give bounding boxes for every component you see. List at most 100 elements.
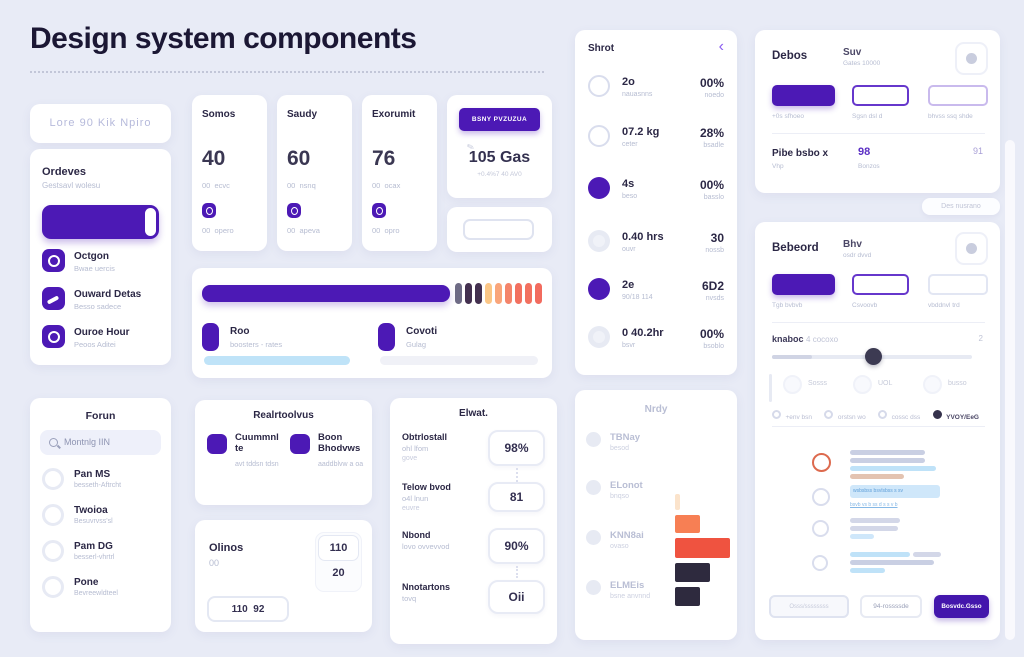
blue-bar: [204, 356, 350, 365]
chart-bar: [675, 515, 700, 533]
outline-button[interactable]: [852, 274, 909, 295]
radio-option[interactable]: cossc dss: [878, 406, 920, 423]
elwat-value-box[interactable]: 90%: [488, 528, 545, 564]
shrot-row[interactable]: 07.2 kg ceter 28% bsadle: [575, 125, 737, 165]
row-value: 6D2: [701, 279, 724, 293]
panel-subtitle-sub: osdr dvvd: [843, 252, 872, 259]
avatar-label: UOL: [878, 380, 893, 387]
lorem-text: Lore 90 Kik Npiro: [49, 117, 152, 129]
search-query: Montnlg IIN: [64, 437, 111, 447]
stat-icon: [202, 203, 216, 218]
olinos-pill[interactable]: 110 92: [207, 596, 289, 622]
row-sub2: euvre: [402, 505, 420, 512]
panel-card: Debos Suv Gates 10000 +0s sfhoeo Sgsn ds…: [755, 30, 1000, 193]
progress-card: Roo boosters - rates Covoti Gulag: [192, 268, 552, 378]
shrot-row[interactable]: 2o nauasnns 00% noedo: [575, 75, 737, 115]
ghost-button[interactable]: Osss/ssssssss: [769, 595, 849, 618]
progress-segment: [485, 283, 492, 304]
status-dot: [588, 177, 610, 199]
shrot-title: Shrot: [588, 43, 615, 54]
radio-option[interactable]: orstsn wo: [824, 406, 866, 423]
primary-button[interactable]: Bosvdc.Gsso: [934, 595, 989, 618]
elwat-value-box[interactable]: Oii: [488, 580, 545, 614]
row-sub: ovaso: [610, 543, 629, 550]
radio-icon[interactable]: [812, 488, 830, 506]
slider-track[interactable]: [772, 348, 972, 365]
item-label: Covoti: [406, 326, 438, 337]
row-sub: ouvr: [622, 246, 636, 253]
stepper-top-value[interactable]: 110: [318, 535, 359, 561]
orders-item-sub: Bwae uercis: [74, 264, 115, 273]
radio-option-selected[interactable]: YVOY/EeG: [932, 406, 979, 423]
row-sub: ceter: [622, 141, 638, 148]
slider-knob[interactable]: [865, 348, 882, 365]
outline-faint-button[interactable]: [928, 274, 988, 295]
chart-bar: [675, 587, 700, 606]
page-title: Design system components: [30, 22, 417, 55]
orders-item-sub: Besso sadece: [74, 302, 122, 311]
skeleton-line: [850, 450, 925, 455]
shrot-row[interactable]: 4s beso 00% basslo: [575, 177, 737, 217]
avatar-label: Sosss: [808, 380, 828, 387]
button-caption: Csvoovb: [852, 302, 878, 309]
shrot-row[interactable]: 0.40 hrs ouvr 30 nossb: [575, 230, 737, 270]
elwat-value-box[interactable]: 98%: [488, 430, 545, 466]
radio-option[interactable]: +env bsn: [772, 406, 812, 423]
secondary-button[interactable]: 94-rossssde: [860, 595, 922, 618]
scrollbar[interactable]: [1005, 140, 1015, 640]
search-input[interactable]: Montnlg IIN: [40, 430, 161, 455]
orders-item-sub: Peoos Aditei: [74, 340, 116, 349]
gas-button[interactable]: BSNY PVZUZUA: [459, 108, 540, 131]
radio-icon[interactable]: [812, 555, 828, 571]
row-sub: tovq: [402, 594, 417, 603]
outline-light-button[interactable]: [928, 85, 988, 106]
gray-bar: [380, 356, 538, 365]
stat-caption: 00 nsnq: [287, 181, 316, 190]
back-chevron-icon[interactable]: ‹: [718, 38, 724, 55]
row-value-sub: bsadle: [703, 142, 724, 149]
skeleton-line: [850, 458, 925, 463]
status-dot: [588, 125, 610, 147]
stepper-bottom-value[interactable]: 20: [332, 567, 345, 579]
shrot-row[interactable]: 2e 90/18 114 6D2 nvsds: [575, 278, 737, 318]
progress-bar[interactable]: [202, 285, 450, 302]
outline-button[interactable]: [852, 85, 909, 106]
floating-pill[interactable]: Des nusrano: [922, 198, 1000, 215]
row-sub: o4l lnun: [402, 494, 429, 503]
radio-icon[interactable]: [812, 520, 829, 537]
item-sub: Gulag: [406, 340, 427, 349]
row-value-sub: nvsds: [705, 295, 724, 302]
row-label: ELMEis: [610, 580, 645, 591]
row-value-sub: bsoblo: [703, 343, 724, 350]
skeleton-line-row: [850, 458, 936, 463]
row-sub: lovo ovvevvod: [402, 542, 450, 551]
radio-red-icon[interactable]: [812, 453, 831, 472]
skeleton-line: [850, 534, 874, 539]
elwat-value-box[interactable]: 81: [488, 482, 545, 512]
lorem-card: Lore 90 Kik Npiro: [30, 104, 171, 143]
corner-icon-button[interactable]: [955, 232, 988, 265]
orders-item-label: Ouroe Hour: [74, 327, 130, 338]
filled-button[interactable]: [772, 274, 835, 295]
row-label: 07.2 kg: [622, 126, 660, 138]
gas-caption: +0.4%7 40 AV0: [477, 171, 522, 178]
row-label: Pibe bsbo x: [772, 148, 829, 159]
divider: [772, 322, 985, 323]
avatar: [923, 375, 942, 394]
row-label: ELonot: [610, 480, 643, 491]
radio-icon: [878, 410, 888, 420]
button-caption: bhvss ssq shde: [928, 113, 973, 120]
chart-bar: [675, 538, 730, 558]
filled-button[interactable]: [772, 85, 835, 106]
shrot-row[interactable]: 0 40.2hr bsvr 00% bsoblo: [575, 326, 737, 366]
stepper[interactable]: 110 20: [315, 532, 362, 592]
item-label: Boon Bhodvws: [318, 432, 361, 454]
slider-right-value: 2: [978, 334, 983, 343]
primary-toggle[interactable]: [42, 205, 159, 239]
empty-input[interactable]: [463, 219, 534, 240]
skeleton-link-text[interactable]: bsvb vs b ss d s s v b: [850, 502, 898, 508]
corner-icon-button[interactable]: [955, 42, 988, 75]
list-item-sub: Bevreewldteel: [74, 590, 118, 597]
orders-title: Ordeves: [42, 166, 87, 178]
row-value-sub: noedo: [704, 92, 724, 99]
